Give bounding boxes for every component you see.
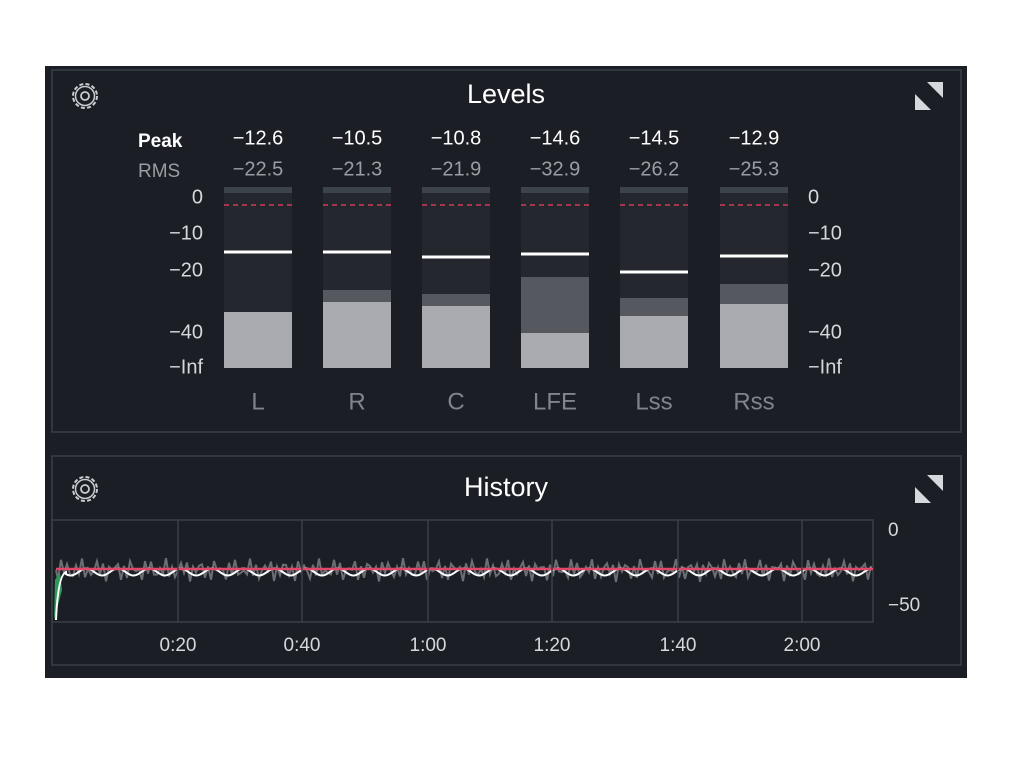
level-fill	[620, 316, 688, 368]
expand-button[interactable]	[915, 475, 943, 503]
scale-label: −10	[169, 222, 203, 244]
time-label: 2:00	[784, 635, 821, 656]
peak-value: −12.9	[729, 127, 780, 149]
scale-label: −10	[808, 222, 842, 244]
scale-label: 0	[808, 186, 819, 208]
peak-value: −12.6	[233, 127, 284, 149]
meter-cap	[323, 187, 391, 193]
expand-button[interactable]	[915, 82, 943, 110]
rms-value: −21.9	[431, 158, 482, 180]
rms-value: −21.3	[332, 158, 383, 180]
levels-panel	[51, 69, 962, 433]
time-label: 1:20	[534, 635, 571, 656]
levels-title: Levels	[467, 79, 545, 109]
peak-value: −14.5	[629, 127, 680, 149]
channel-name: Rss	[733, 388, 774, 415]
time-label: 1:00	[410, 635, 447, 656]
peak-hold	[720, 254, 788, 258]
peak-hold	[224, 250, 292, 254]
meter-cap	[224, 187, 292, 193]
peak-hold	[422, 255, 490, 259]
scale-label: −40	[808, 321, 842, 343]
rms-value: −22.5	[233, 158, 284, 180]
channel-name: LFE	[533, 388, 577, 415]
level-fill	[224, 312, 292, 368]
rms-value: −25.3	[729, 158, 780, 180]
level-fill	[422, 306, 490, 368]
history-traces	[54, 557, 873, 621]
peak-label: Peak	[138, 131, 183, 152]
channel-name: R	[348, 388, 365, 415]
meter-cap	[521, 187, 589, 193]
history-y-label: −50	[888, 595, 920, 616]
scale-label: −20	[169, 259, 203, 281]
scale-label: −Inf	[169, 356, 203, 378]
meter-cap	[620, 187, 688, 193]
history-y-label: 0	[888, 520, 899, 541]
peak-value: −10.5	[332, 127, 383, 149]
history-title: History	[464, 472, 549, 502]
rms-value: −26.2	[629, 158, 680, 180]
peak-value: −14.6	[530, 127, 581, 149]
channel-name: Lss	[635, 388, 672, 415]
meter-cap	[422, 187, 490, 193]
rms-value: −32.9	[530, 158, 581, 180]
time-label: 0:40	[284, 635, 321, 656]
peak-hold	[620, 270, 688, 274]
settings-button[interactable]	[72, 83, 98, 109]
level-fill	[521, 333, 589, 368]
peak-hold	[323, 250, 391, 254]
rms-label: RMS	[138, 161, 180, 182]
level-fill	[323, 302, 391, 368]
peak-hold	[521, 252, 589, 256]
momentary-trace	[55, 557, 872, 583]
scale-label: −40	[169, 321, 203, 343]
time-label: 0:20	[160, 635, 197, 656]
channel-name: L	[251, 388, 264, 415]
scale-label: −20	[808, 259, 842, 281]
history-plot	[51, 519, 874, 623]
time-label: 1:40	[660, 635, 697, 656]
scale-label: −Inf	[808, 356, 842, 378]
meter-cap	[720, 187, 788, 193]
settings-button[interactable]	[72, 476, 98, 502]
channel-name: C	[447, 388, 464, 415]
level-fill	[720, 304, 788, 368]
peak-value: −10.8	[431, 127, 482, 149]
scale-label: 0	[192, 186, 203, 208]
